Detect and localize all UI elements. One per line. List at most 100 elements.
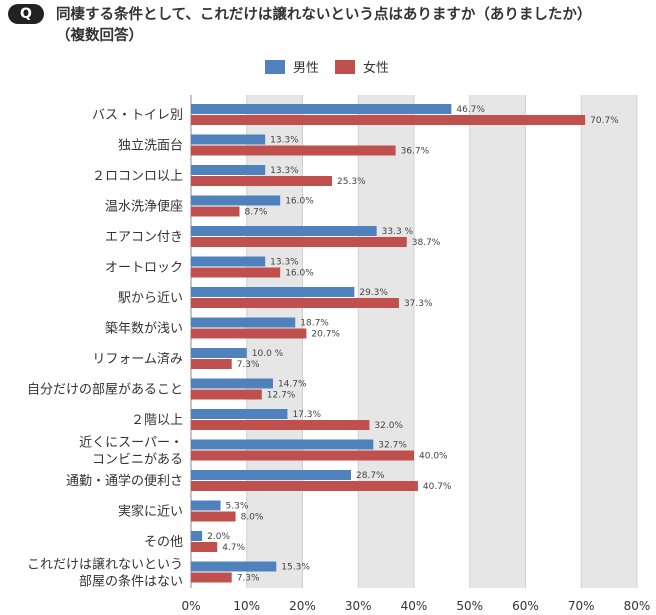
bar-male — [191, 378, 273, 389]
category-label: 駅から近い — [118, 291, 183, 306]
bar-female — [191, 328, 307, 339]
value-label-male: 33.3 % — [382, 227, 414, 237]
value-label-female: 20.7% — [311, 330, 340, 340]
category-label: 築年数が浅い — [105, 322, 183, 337]
bar-female — [191, 481, 418, 491]
value-label-female: 7.3% — [237, 574, 260, 584]
value-label-male: 17.3% — [292, 410, 321, 420]
category-label: リフォーム済み — [92, 351, 183, 367]
legend-swatch-female — [335, 60, 355, 74]
bar-male — [191, 500, 221, 511]
bar-female — [191, 206, 240, 217]
bar-female — [191, 359, 232, 369]
bar-male — [191, 104, 452, 114]
value-label-male: 13.3% — [270, 136, 299, 146]
value-label-male: 15.3% — [281, 563, 310, 573]
value-label-female: 25.3% — [337, 177, 366, 187]
value-label-male: 18.7% — [300, 319, 329, 329]
value-label-male: 5.3% — [226, 502, 249, 512]
bar-male — [191, 531, 203, 541]
value-label-male: 29.3% — [359, 288, 388, 298]
value-label-female: 8.7% — [245, 208, 268, 218]
category-label: ２階以上 — [131, 413, 183, 428]
category-label: 自分だけの部屋があること — [27, 383, 183, 398]
category-label: 温水洗浄便座 — [105, 200, 183, 215]
category-label: 近くにスーパー・ — [79, 436, 183, 451]
category-label: コンビニがある — [92, 453, 183, 468]
x-tick-label: 20% — [289, 599, 316, 613]
bar-female — [191, 420, 370, 430]
bar-female — [191, 389, 262, 400]
value-label-male: 46.7% — [456, 105, 485, 115]
chart-title-line1: 同棲する条件として、これだけは譲れないという点はありますか（ありましたか） — [56, 7, 592, 23]
x-tick-label: 70% — [568, 599, 595, 613]
category-label: これだけは譲れないという — [27, 557, 183, 573]
bar-male — [191, 134, 266, 145]
grid-band — [358, 95, 414, 588]
bar-male — [191, 439, 374, 450]
category-label: 実家に近い — [118, 504, 183, 520]
bar-male — [191, 165, 266, 175]
bar-female — [191, 115, 586, 125]
bar-male — [191, 256, 266, 267]
x-tick-label: 50% — [456, 599, 483, 613]
x-tick-label: 30% — [345, 599, 372, 613]
category-label: 部屋の条件はない — [79, 574, 183, 590]
value-label-male: 13.3% — [270, 258, 299, 268]
value-label-female: 32.0% — [374, 421, 403, 431]
category-label: その他 — [144, 535, 183, 550]
value-label-female: 16.0% — [285, 269, 314, 279]
category-label: 通勤・通学の便利さ — [66, 473, 183, 489]
value-label-female: 36.7% — [401, 147, 430, 157]
value-label-male: 28.7% — [356, 471, 385, 481]
value-label-female: 40.0% — [419, 452, 448, 462]
category-label: オートロック — [105, 261, 183, 276]
category-label: ２ロコンロ以上 — [92, 169, 183, 184]
grid-band — [469, 95, 526, 588]
category-label: 独立洗面台 — [118, 139, 183, 154]
bar-male — [191, 226, 377, 236]
bar-male — [191, 409, 288, 419]
category-label: バス・トイレ別 — [92, 108, 183, 123]
bar-male — [191, 348, 247, 358]
value-label-male: 16.0% — [285, 197, 314, 207]
question-badge: Q — [8, 4, 44, 24]
bar-female — [191, 511, 236, 522]
value-label-male: 10.0 % — [252, 349, 284, 359]
value-label-female: 4.7% — [222, 543, 245, 553]
value-label-male: 2.0% — [207, 532, 230, 542]
bar-male — [191, 287, 355, 297]
value-label-female: 7.3% — [237, 360, 260, 370]
x-tick-label: 0% — [181, 599, 200, 613]
legend-label-female: 女性 — [363, 60, 389, 76]
bar-female — [191, 237, 407, 247]
value-label-female: 12.7% — [267, 391, 296, 401]
value-label-male: 14.7% — [278, 380, 307, 390]
bar-female — [191, 145, 396, 156]
bar-female — [191, 176, 333, 186]
legend-label-male: 男性 — [293, 61, 319, 76]
value-label-female: 38.7% — [412, 238, 441, 248]
bar-female — [191, 267, 281, 278]
x-tick-label: 60% — [512, 599, 539, 613]
value-label-female: 70.7% — [590, 116, 619, 126]
x-tick-label: 40% — [401, 599, 428, 613]
bar-female — [191, 572, 232, 583]
category-label: エアコン付き — [105, 230, 183, 245]
legend-swatch-male — [265, 60, 285, 74]
bar-male — [191, 561, 277, 572]
bar-male — [191, 195, 281, 206]
chart-title-line2: （複数回答） — [56, 28, 143, 44]
bar-female — [191, 542, 218, 552]
bar-female — [191, 298, 399, 308]
value-label-male: 32.7% — [378, 441, 407, 451]
x-tick-label: 80% — [624, 599, 651, 613]
grid-band — [581, 95, 637, 588]
bar-female — [191, 450, 414, 461]
x-tick-label: 10% — [233, 599, 260, 613]
bar-male — [191, 317, 296, 328]
value-label-male: 13.3% — [270, 166, 299, 176]
value-label-female: 37.3% — [404, 299, 433, 309]
value-label-female: 8.0% — [241, 513, 264, 523]
